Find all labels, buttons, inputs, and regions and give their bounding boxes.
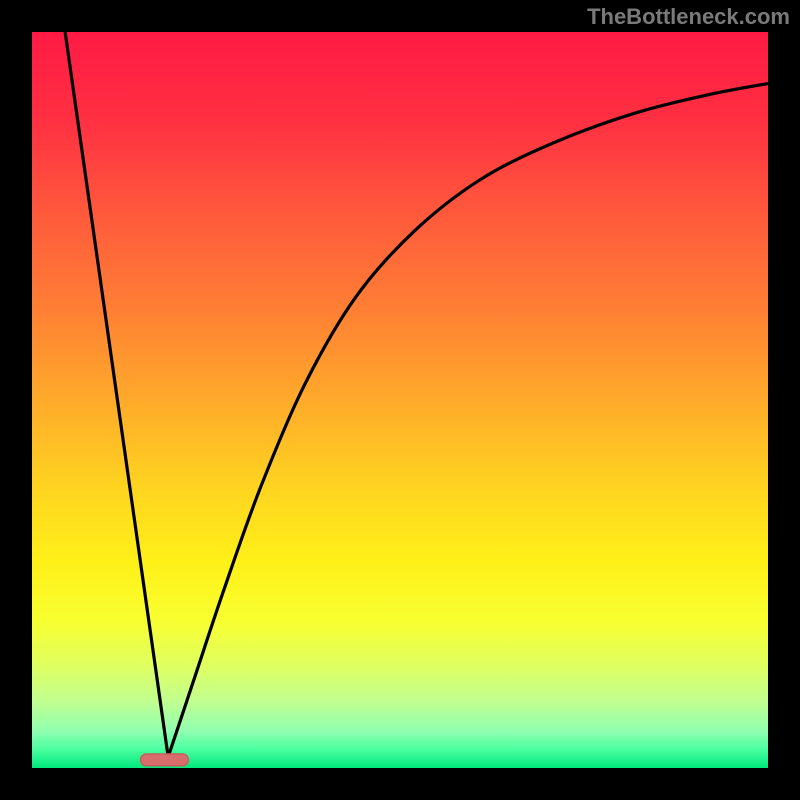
watermark-label: TheBottleneck.com [587,4,790,30]
bottleneck-chart [0,0,800,800]
minimum-marker [141,754,189,766]
plot-background [32,32,768,768]
chart-container: TheBottleneck.com [0,0,800,800]
